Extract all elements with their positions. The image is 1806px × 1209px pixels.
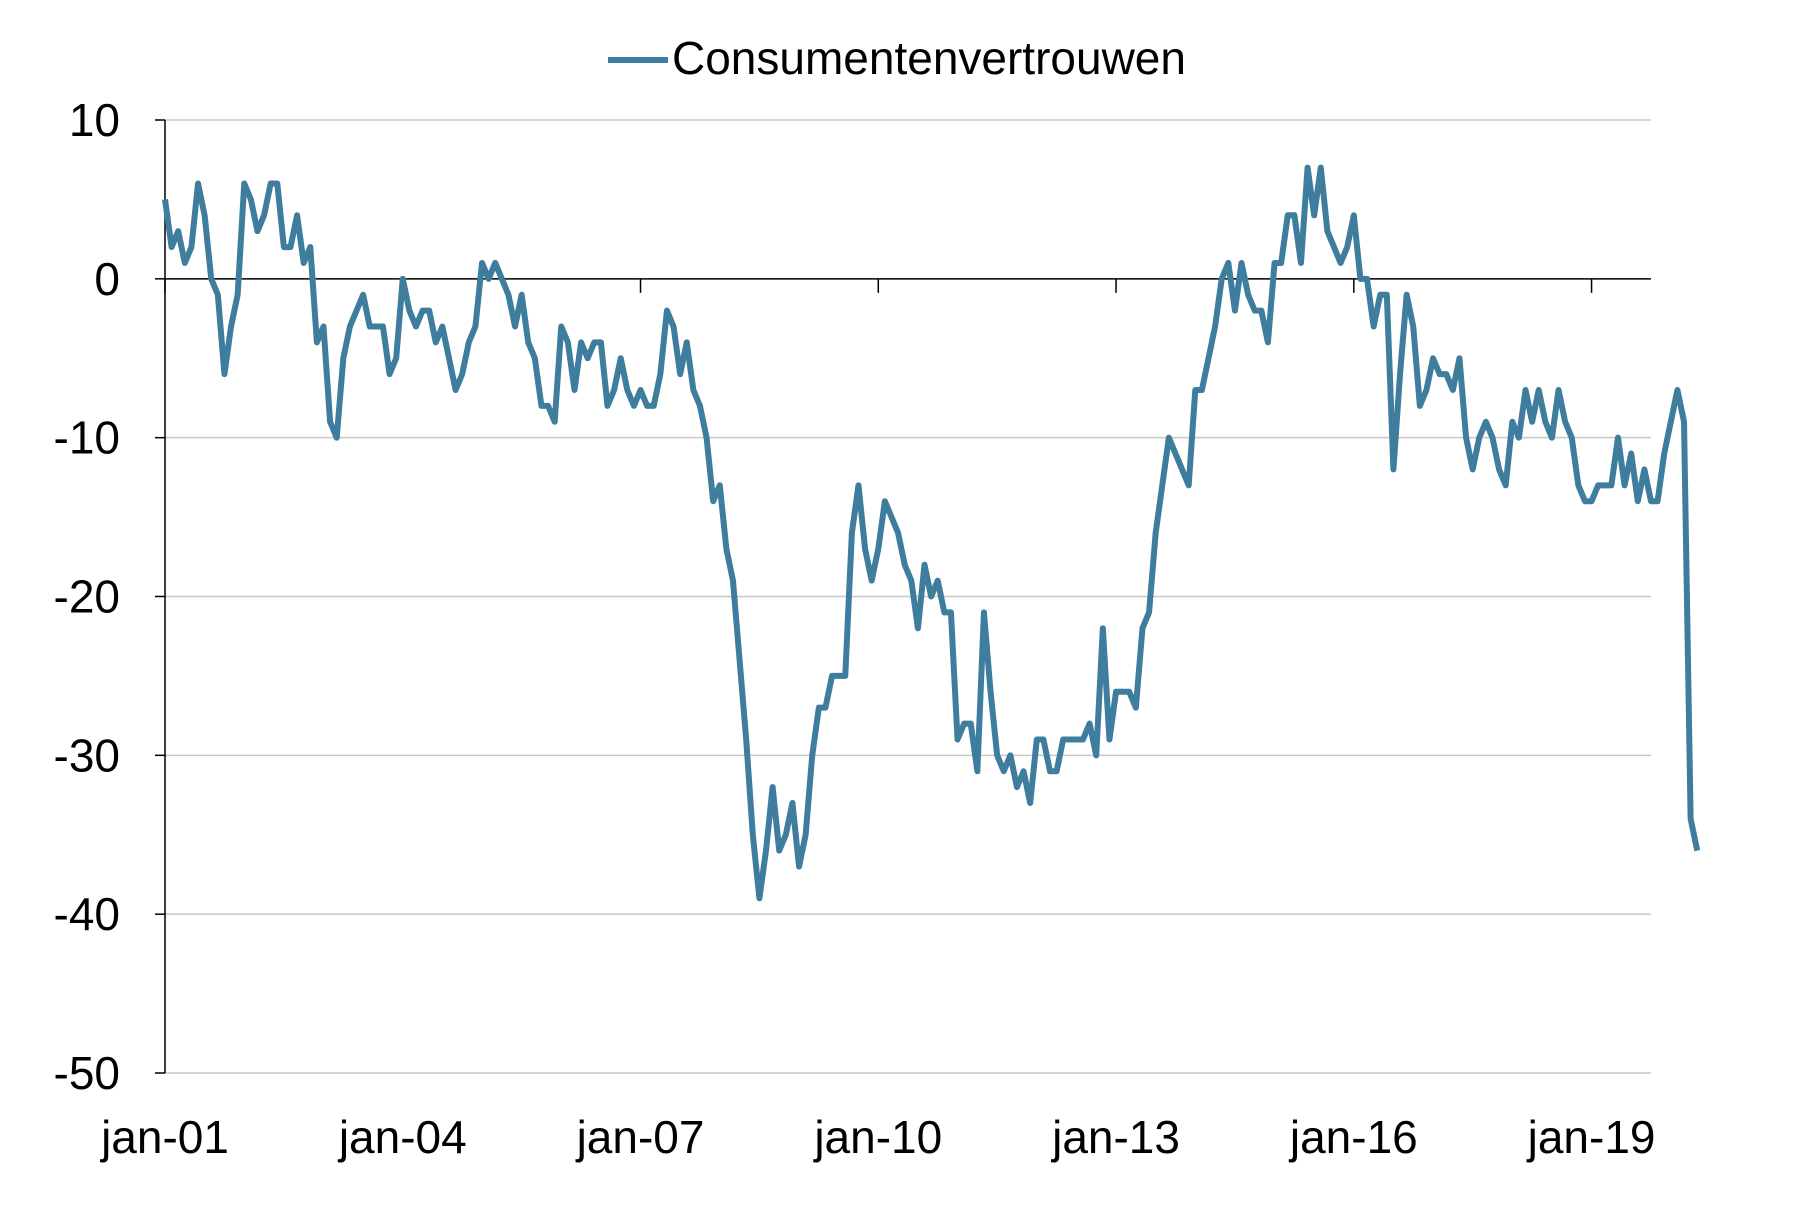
x-tick-label: jan-04 — [337, 1111, 467, 1163]
x-tick-label: jan-13 — [1050, 1111, 1180, 1163]
gridlines — [165, 119, 1651, 1074]
x-tick-label: jan-10 — [812, 1111, 942, 1163]
y-tick-label: -30 — [54, 729, 120, 781]
y-axis-ticks: 10 0 -10 -20 -30 -40 -50 — [54, 94, 165, 1099]
y-tick-label: -40 — [54, 888, 120, 940]
x-tick-label: jan-07 — [575, 1111, 705, 1163]
y-tick-label: -20 — [54, 571, 120, 623]
series-layer — [162, 164, 1701, 902]
x-tick-label: jan-01 — [99, 1111, 229, 1163]
x-axis-ticks: jan-01 jan-04 jan-07 jan-10 jan-13 jan-16 jan-… — [99, 278, 1656, 1163]
y-tick-label: 0 — [94, 253, 120, 305]
y-tick-label: -10 — [54, 412, 120, 464]
y-tick-label: 10 — [69, 94, 120, 146]
x-tick-label: jan-19 — [1526, 1111, 1656, 1163]
legend-label: Consumentenvertrouwen — [672, 32, 1186, 84]
y-tick-label: -50 — [54, 1047, 120, 1099]
series-line — [162, 164, 1701, 902]
x-tick-label: jan-16 — [1288, 1111, 1418, 1163]
legend: Consumentenvertrouwen — [608, 32, 1186, 84]
